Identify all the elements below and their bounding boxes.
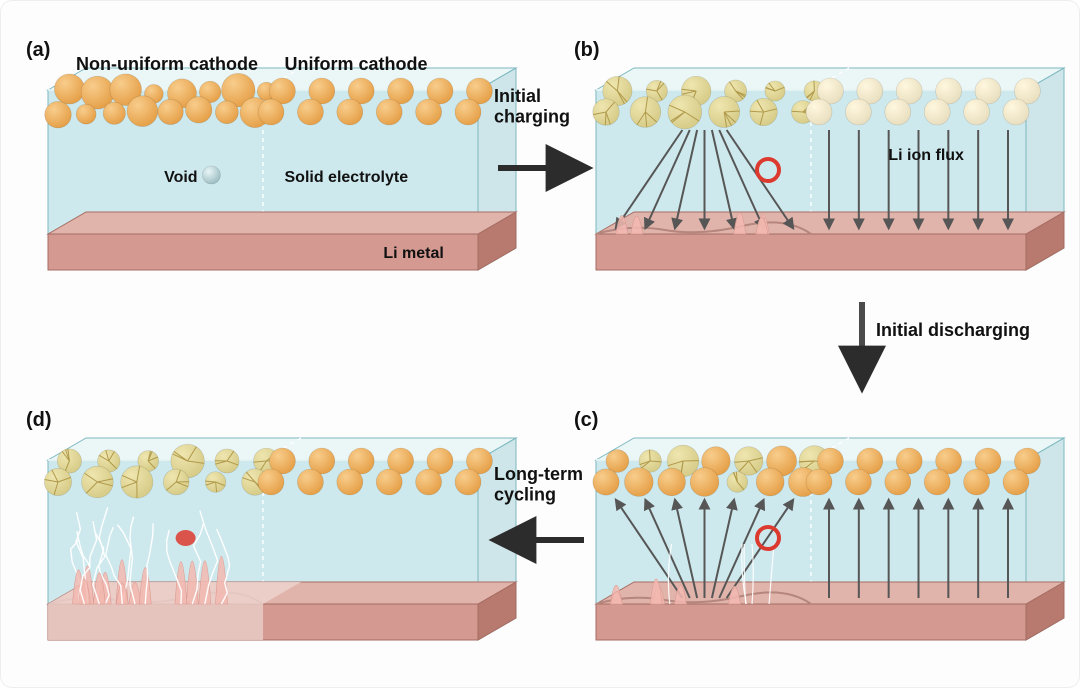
svg-text:(a): (a) [26,39,50,61]
svg-text:(c): (c) [574,409,598,431]
panel-d [48,410,478,640]
panel-a [48,40,478,270]
arrow-label-long-term-cycling: Long-termcycling [494,464,583,505]
arrow-label-initial-charging: Initialcharging [494,86,570,127]
arrow-label-initial-discharging: Initial discharging [876,320,1030,340]
panel-c [596,410,1026,640]
panel-b [596,40,1026,270]
